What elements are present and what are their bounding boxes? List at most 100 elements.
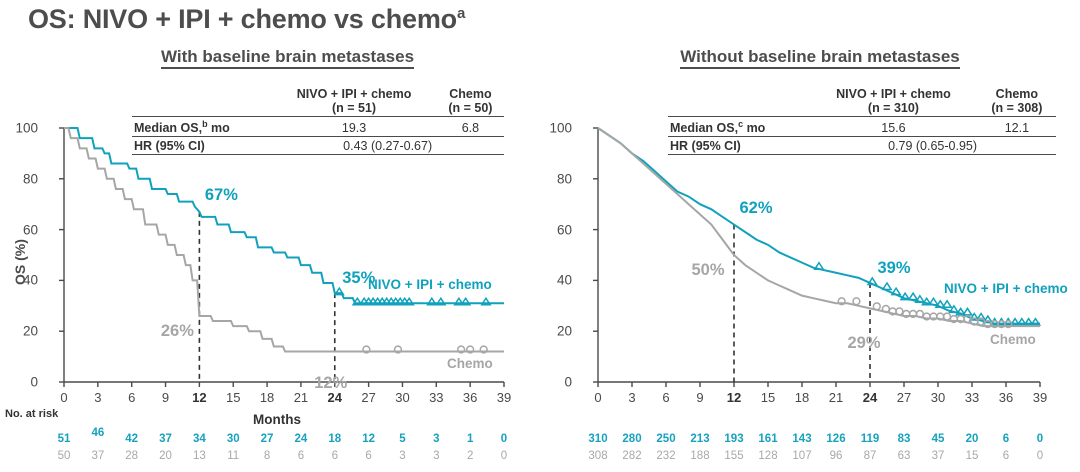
curve-label-nivo: NIVO + IPI + chemo (368, 277, 492, 292)
curve-label-chemo: Chemo (990, 332, 1036, 347)
panel-subtitle-text: Without baseline brain metastases (680, 47, 960, 69)
x-tick-label: 3 (628, 390, 636, 405)
col-header-chemo: Chemo (n = 50) (436, 86, 504, 117)
risk-count-nivo: 46 (91, 427, 105, 439)
risk-count-nivo: 30 (226, 433, 240, 445)
risk-count-nivo: 20 (965, 433, 979, 445)
risk-count-nivo: 310 (588, 433, 608, 445)
risk-count-nivo: 6 (1002, 433, 1010, 445)
risk-count-nivo: 27 (260, 433, 274, 445)
risk-count-chemo: 3 (399, 450, 406, 462)
risk-count-chemo: 87 (863, 450, 877, 462)
risk-count-nivo: 5 (399, 433, 406, 445)
y-tick-label: 80 (556, 171, 572, 187)
risk-count-chemo: 107 (792, 450, 812, 462)
median-os-chemo: 6.8 (436, 116, 504, 138)
x-tick-label: 39 (1032, 390, 1048, 405)
y-tick-label: 40 (22, 272, 38, 288)
x-tick-label: 27 (896, 390, 912, 405)
risk-count-nivo: 37 (159, 433, 172, 445)
survival-rate-annotation: 26% (160, 321, 194, 340)
x-tick-label: 6 (662, 390, 670, 405)
x-tick-label: 0 (60, 390, 68, 405)
table-row-median-os: Median OS,b mo 19.3 6.8 (132, 116, 504, 138)
y-tick-label: 20 (556, 323, 572, 339)
risk-count-chemo: 15 (965, 450, 979, 462)
risk-count-chemo: 63 (897, 450, 911, 462)
x-tick-label: 24 (862, 390, 878, 405)
table-row-hr: HR (95% CI) 0.43 (0.27-0.67) (132, 136, 504, 156)
risk-count-chemo: 128 (758, 450, 778, 462)
y-tick-label: 80 (22, 171, 38, 187)
x-tick-label: 36 (998, 390, 1014, 405)
risk-count-chemo: 50 (57, 450, 71, 462)
y-tick-label: 100 (15, 120, 38, 136)
curve-label-chemo: Chemo (447, 356, 493, 371)
x-tick-label: 12 (726, 390, 742, 405)
risk-count-chemo: 282 (622, 450, 642, 462)
risk-count-chemo: 6 (1002, 450, 1010, 462)
x-tick-label: 30 (930, 390, 946, 405)
risk-count-nivo: 18 (328, 433, 342, 445)
risk-count-nivo: 1 (466, 433, 474, 445)
risk-count-nivo: 126 (826, 433, 846, 445)
x-tick-label: 15 (760, 390, 776, 405)
x-tick-label: 21 (828, 390, 844, 405)
median-os-nivo: 19.3 (271, 116, 437, 138)
km-curve-chart-right (593, 127, 1042, 387)
risk-count-nivo: 119 (860, 433, 880, 445)
x-tick-label: 9 (161, 390, 170, 405)
survival-rate-annotation: 50% (691, 261, 725, 279)
survival-rate-annotation: 29% (847, 334, 881, 353)
table-row-median-os: Median OS,c mo 15.6 12.1 (668, 116, 1056, 138)
y-tick-label: 60 (22, 222, 38, 238)
y-tick-label: 0 (564, 374, 572, 390)
median-os-chemo: 12.1 (977, 116, 1056, 138)
risk-count-chemo: 3 (433, 450, 440, 462)
x-axis-title: Months (253, 412, 301, 427)
risk-count-chemo: 11 (227, 450, 240, 462)
row-label-hr: HR (95% CI) (132, 136, 272, 156)
median-os-nivo: 15.6 (809, 116, 978, 138)
risk-count-nivo: 250 (656, 433, 676, 445)
table-corner-cell (668, 86, 810, 117)
row-label-hr: HR (95% CI) (668, 136, 810, 156)
risk-count-nivo: 0 (500, 433, 508, 445)
page-title: OS: NIVO + IPI + chemo vs chemoa (28, 4, 465, 35)
x-tick-label: 27 (361, 390, 376, 405)
survival-rate-annotation: 67% (204, 185, 238, 204)
risk-count-nivo: 12 (362, 433, 376, 445)
risk-count-chemo: 37 (91, 450, 105, 462)
x-tick-label: 39 (496, 390, 512, 405)
risk-count-chemo: 232 (656, 450, 676, 462)
row-label-median-os: Median OS,b mo (132, 116, 272, 138)
x-tick-label: 33 (429, 390, 444, 405)
risk-count-chemo: 28 (125, 450, 139, 462)
risk-count-chemo: 0 (1036, 450, 1044, 462)
col-header-chemo: Chemo (n = 308) (977, 86, 1056, 117)
risk-count-nivo: 161 (758, 433, 778, 445)
x-tick-label: 21 (293, 390, 309, 405)
table-header-row: NIVO + IPI + chemo (n = 51) Chemo (n = 50) (132, 86, 504, 117)
risk-count-nivo: 24 (294, 433, 308, 445)
risk-count-nivo: 0 (1036, 433, 1044, 445)
x-tick-label: 15 (225, 390, 241, 405)
stats-table: NIVO + IPI + chemo (n = 51) Chemo (n = 50)… (132, 86, 504, 156)
y-tick-label: 100 (549, 120, 572, 136)
risk-count-chemo: 13 (192, 450, 206, 462)
y-tick-label: 40 (556, 272, 572, 288)
risk-count-chemo: 308 (588, 450, 608, 462)
panel-subtitle: With baseline brain metastases (0, 47, 540, 69)
col-header-nivo: NIVO + IPI + chemo (n = 310) (809, 86, 978, 117)
risk-count-chemo: 96 (829, 450, 843, 462)
table-row-hr: HR (95% CI) 0.79 (0.65-0.95) (668, 136, 1056, 156)
y-tick-label: 20 (22, 323, 38, 339)
risk-count-chemo: 20 (159, 450, 172, 462)
survival-rate-annotation: 62% (739, 198, 773, 217)
risk-count-nivo: 280 (622, 433, 642, 445)
row-label-median-os: Median OS,c mo (668, 116, 810, 138)
risk-count-nivo: 83 (897, 433, 911, 445)
x-tick-label: 0 (594, 390, 602, 405)
risk-count-chemo: 188 (690, 450, 710, 462)
risk-count-nivo: 193 (724, 433, 744, 445)
